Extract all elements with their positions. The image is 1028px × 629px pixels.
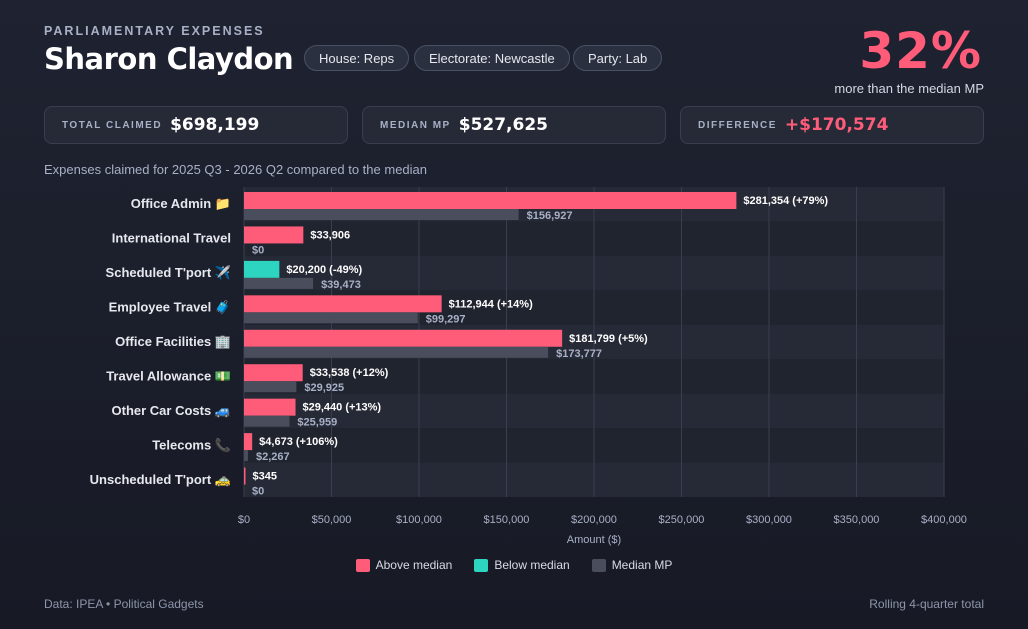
x-tick-label: $100,000	[396, 514, 442, 526]
x-tick-label: $150,000	[484, 514, 530, 526]
legend-swatch-below	[474, 558, 489, 572]
chip-house[interactable]: House: Reps	[304, 45, 410, 71]
claimed-bar	[244, 467, 246, 485]
value-label: $33,538 (+12%)	[310, 367, 389, 379]
x-tick-label: $250,000	[659, 514, 705, 526]
legend-item-median[interactable]: Median MP	[591, 558, 673, 572]
median-label: $29,925	[304, 382, 344, 394]
claimed-bar	[244, 364, 303, 382]
legend-label: Median MP	[611, 558, 673, 572]
x-tick-label: $350,000	[834, 514, 880, 526]
chip-electorate[interactable]: Electorate: Newcastle	[414, 45, 570, 71]
eyebrow-label: PARLIAMENTARY EXPENSES	[44, 24, 265, 38]
value-label: $29,440 (+13%)	[303, 402, 382, 414]
median-label: $25,959	[297, 417, 337, 429]
card-label: MEDIAN MP	[380, 119, 451, 131]
chart-legend: Above median Below median Median MP	[0, 558, 1028, 572]
expenses-bar-chart: $0 $50,000 $100,000 $150,000 $200,000 $250,00…	[90, 187, 967, 546]
median-label: $99,297	[426, 313, 466, 325]
legend-item-below[interactable]: Below median	[474, 558, 570, 572]
x-tick-label: $0	[238, 514, 250, 526]
x-tick-label: $300,000	[746, 514, 792, 526]
category-label: Employee Travel 🧳	[109, 300, 231, 315]
value-label: $33,906	[310, 229, 350, 241]
value-label: $4,673 (+106%)	[259, 436, 338, 448]
card-difference: DIFFERENCE +$170,574	[680, 106, 984, 144]
footer-source: Data: IPEA • Political Gadgets	[44, 597, 204, 611]
category-label: Office Admin 📁	[131, 196, 231, 211]
card-value: $698,199	[170, 115, 260, 135]
legend-swatch-median	[591, 558, 606, 572]
category-label: Telecoms 📞	[152, 436, 232, 452]
median-bar	[244, 381, 297, 393]
x-tick-label: $200,000	[571, 514, 617, 526]
median-bar	[244, 450, 248, 462]
median-label: $173,777	[556, 348, 602, 360]
mp-name: Sharon Claydon	[44, 42, 294, 76]
card-median-mp: MEDIAN MP $527,625	[362, 106, 666, 144]
median-label: $2,267	[256, 451, 290, 463]
median-label: $0	[252, 486, 264, 498]
category-label: Unscheduled T'port 🚕	[90, 472, 231, 487]
chip-party[interactable]: Party: Lab	[573, 45, 663, 71]
median-label: $39,473	[321, 279, 361, 291]
value-label: $345	[253, 471, 277, 483]
category-label: International Travel	[112, 231, 231, 246]
legend-item-above[interactable]: Above median	[355, 558, 453, 572]
claimed-bar	[244, 260, 280, 278]
category-label: Office Facilities 🏢	[115, 334, 231, 349]
claimed-bar	[244, 295, 442, 313]
card-total-claimed: TOTAL CLAIMED $698,199	[44, 106, 348, 144]
category-label: Travel Allowance 💵	[106, 368, 231, 383]
median-bar	[244, 277, 314, 289]
value-label: $20,200 (-49%)	[286, 264, 362, 276]
category-label: Scheduled T'port ✈️	[106, 264, 231, 280]
headline-caption: more than the median MP	[834, 81, 984, 96]
card-value: +$170,574	[784, 115, 889, 135]
legend-swatch-above	[355, 558, 370, 572]
chart-subtitle: Expenses claimed for 2025 Q3 - 2026 Q2 c…	[44, 162, 427, 177]
card-label: DIFFERENCE	[698, 119, 777, 131]
value-label: $281,354 (+79%)	[743, 195, 828, 207]
claimed-bar	[244, 329, 563, 347]
median-bar	[244, 415, 290, 427]
x-tick-label: $400,000	[921, 514, 967, 526]
x-axis-label: Amount ($)	[567, 534, 621, 546]
x-tick-label: $50,000	[312, 514, 352, 526]
claimed-bar	[244, 398, 296, 416]
category-label: Other Car Costs 🚙	[112, 403, 232, 419]
legend-label: Below median	[494, 558, 570, 572]
median-bar	[244, 209, 519, 220]
median-label: $156,927	[527, 210, 573, 222]
median-bar	[244, 346, 549, 358]
median-bar	[244, 312, 418, 324]
claimed-bar	[244, 433, 253, 451]
headline-percentage: 32%	[859, 22, 982, 80]
claimed-bar	[244, 226, 304, 244]
card-value: $527,625	[458, 115, 548, 135]
value-label: $112,944 (+14%)	[449, 298, 533, 310]
median-label: $0	[252, 244, 264, 256]
legend-label: Above median	[375, 558, 453, 572]
claimed-bar	[244, 192, 737, 209]
footer-note: Rolling 4-quarter total	[869, 597, 984, 611]
card-label: TOTAL CLAIMED	[62, 119, 163, 131]
value-label: $181,799 (+5%)	[569, 333, 648, 345]
